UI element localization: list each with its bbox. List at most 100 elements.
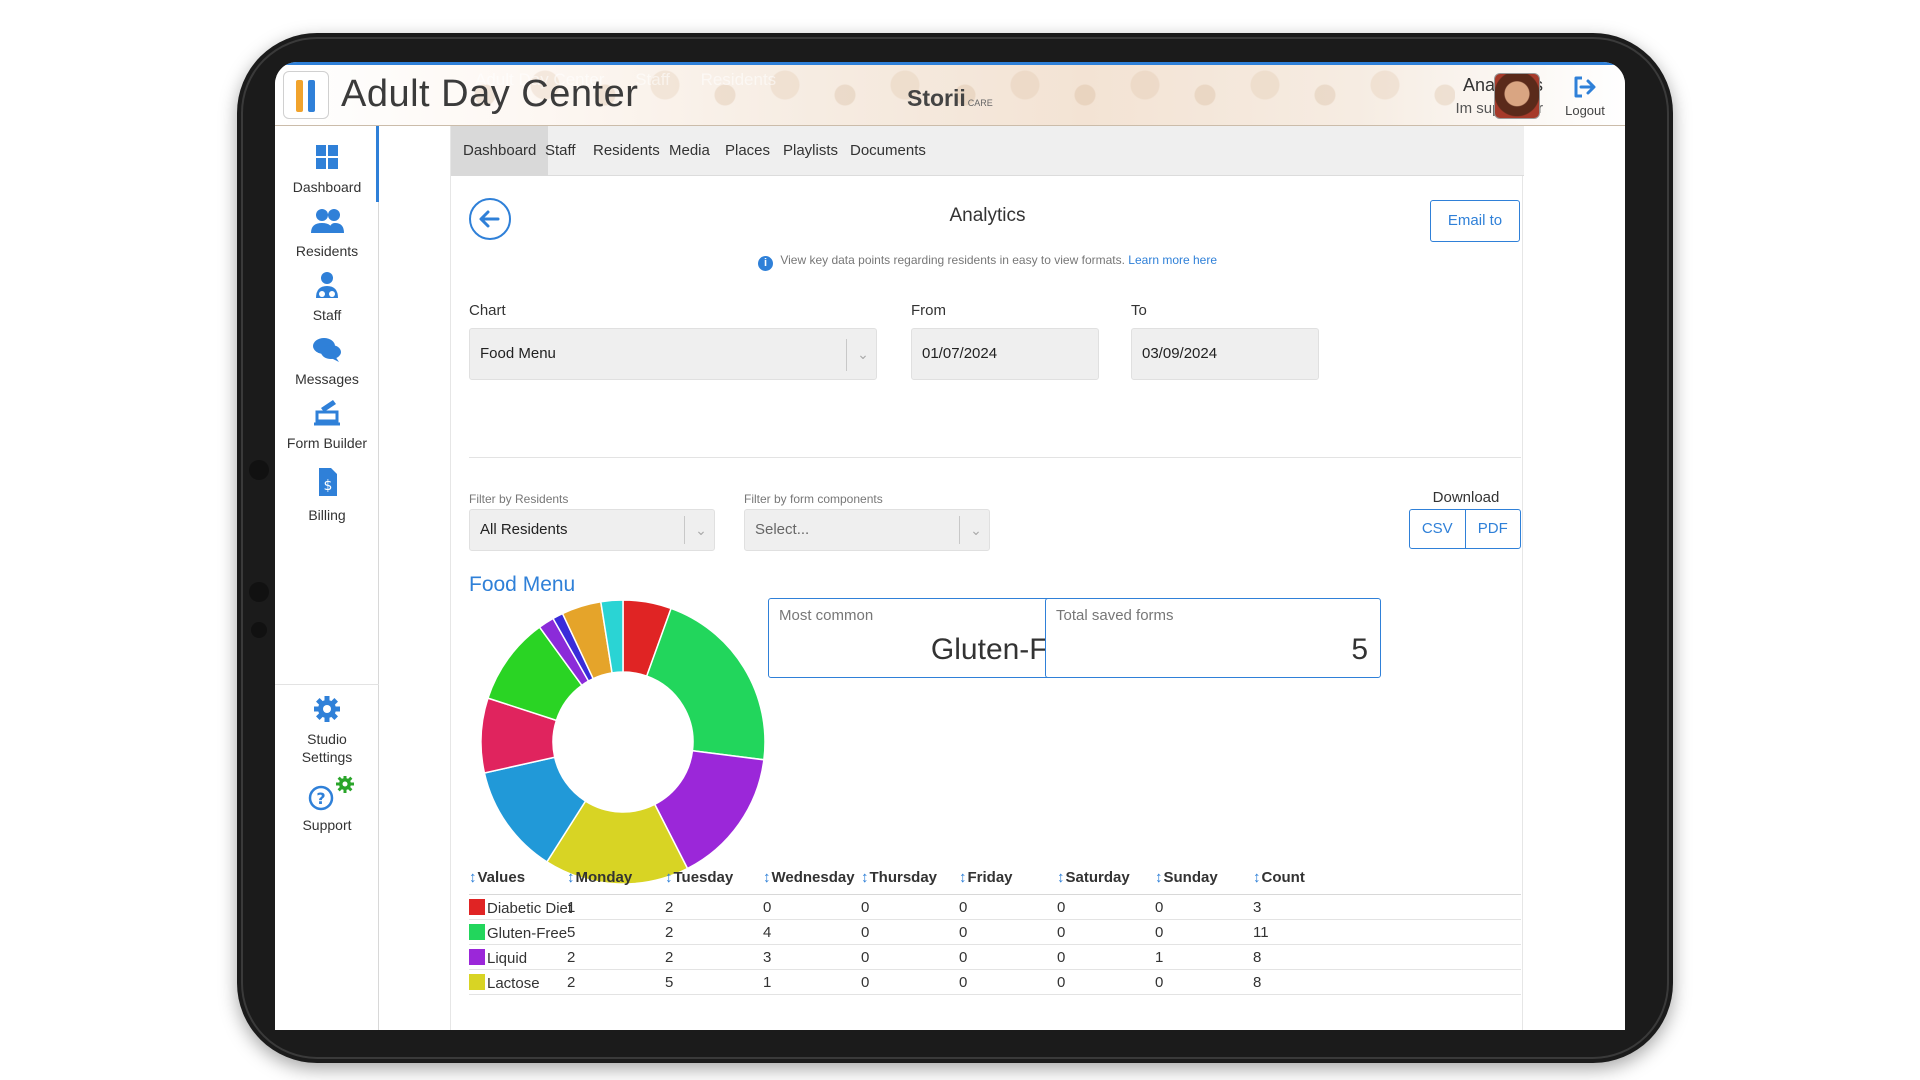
- table-cell: 8: [1253, 974, 1262, 991]
- column-header-label: Friday: [967, 869, 1013, 886]
- table-cell: 5: [665, 974, 674, 991]
- sidebar-item-form-builder[interactable]: Form Builder: [275, 398, 379, 454]
- chart-select[interactable]: Food Menu ⌄: [469, 328, 877, 380]
- to-date-field[interactable]: 03/09/2024: [1131, 328, 1319, 380]
- sidebar-item-label: Support: [302, 817, 352, 833]
- sidebar-item-label: Residents: [295, 243, 359, 259]
- row-label: Gluten-Free: [469, 924, 567, 942]
- tablet-button: [249, 460, 269, 480]
- table-header: ↕Values ↕Monday ↕Tuesday ↕Wednesday ↕Thursda…: [469, 865, 1521, 895]
- table-cell: 3: [763, 949, 772, 966]
- table-row: Diabetic Diet 1 2 0 0 0 0 0 3: [469, 895, 1521, 920]
- logout-button[interactable]: Logout: [1555, 71, 1615, 118]
- table-cell: 0: [1155, 974, 1164, 991]
- filter-residents-value: All Residents: [480, 521, 568, 538]
- logo-mark-blue: [308, 80, 315, 112]
- to-label: To: [1131, 302, 1147, 319]
- chevron-down-icon: ⌄: [970, 522, 982, 538]
- csv-button[interactable]: CSV: [1421, 520, 1453, 537]
- table-row: Liquid 2 2 3 0 0 0 1 8: [469, 945, 1521, 970]
- column-header-label: Count: [1261, 869, 1305, 886]
- gear-icon: [314, 696, 340, 722]
- sidebar-item-support[interactable]: ? Support: [275, 776, 379, 836]
- brand-name: Storii: [907, 85, 966, 111]
- filter-components-label: Filter by form components: [744, 492, 883, 506]
- table-cell: 2: [567, 949, 576, 966]
- column-header-label: Wednesday: [771, 869, 855, 886]
- sidebar-item-label: Settings: [301, 749, 353, 765]
- email-to-button[interactable]: Email to: [1430, 200, 1520, 242]
- app-logo[interactable]: [283, 71, 329, 119]
- pdf-button[interactable]: PDF: [1464, 510, 1521, 548]
- info-text: View key data points regarding residents…: [780, 253, 1125, 267]
- column-header[interactable]: ↕Wednesday: [763, 869, 855, 886]
- from-date-field[interactable]: 01/07/2024: [911, 328, 1099, 380]
- donut-slice: [599, 599, 624, 674]
- column-header-label: Values: [477, 869, 526, 886]
- sidebar-item-messages[interactable]: Messages: [275, 334, 379, 390]
- support-icon: ?: [308, 776, 354, 811]
- legend-swatch: [469, 899, 485, 915]
- column-header[interactable]: ↕Count: [1253, 869, 1305, 886]
- column-header[interactable]: ↕Monday: [567, 869, 632, 886]
- table-cell: 0: [1057, 899, 1066, 916]
- svg-text:?: ?: [316, 789, 325, 808]
- sidebar-item-studio-settings[interactable]: Studio Settings: [275, 694, 379, 768]
- svg-text:$: $: [324, 478, 333, 494]
- brand-logo: Storii CARE: [907, 85, 993, 112]
- row-label: Liquid: [469, 949, 527, 967]
- filter-components-select[interactable]: Select... ⌄: [744, 509, 990, 551]
- tab-bar: Dashboard Staff Residents Media Places P…: [451, 126, 1524, 176]
- tab-documents[interactable]: Documents: [850, 142, 926, 159]
- column-header[interactable]: ↕Sunday: [1155, 869, 1218, 886]
- table-cell: 0: [1057, 949, 1066, 966]
- sidebar-item-dashboard[interactable]: Dashboard: [275, 142, 379, 198]
- arrow-left-icon: [479, 210, 500, 228]
- table-cell: 3: [1253, 899, 1262, 916]
- table-cell: 0: [861, 949, 870, 966]
- sidebar-item-label: Dashboard: [292, 179, 362, 195]
- tab-playlists[interactable]: Playlists: [783, 142, 839, 159]
- column-header[interactable]: ↕Thursday: [861, 869, 937, 886]
- data-table: ↕Values ↕Monday ↕Tuesday ↕Wednesday ↕Thursda…: [469, 865, 1521, 995]
- total-saved-label: Total saved forms: [1056, 607, 1174, 624]
- column-header[interactable]: ↕Values: [469, 869, 525, 886]
- info-icon: i: [757, 256, 773, 271]
- table-cell: 1: [763, 974, 772, 991]
- sort-icon: ↕: [469, 869, 477, 886]
- column-header[interactable]: ↕Tuesday: [665, 869, 733, 886]
- column-header[interactable]: ↕Saturday: [1057, 869, 1130, 886]
- sort-icon: ↕: [665, 869, 673, 886]
- tablet-button: [251, 622, 267, 638]
- tab-media[interactable]: Media: [669, 142, 710, 159]
- ghost-nav-item: Residents: [700, 70, 777, 89]
- sidebar-item-staff[interactable]: Staff: [275, 270, 379, 326]
- back-button[interactable]: [469, 198, 511, 240]
- tablet-screen: Adult Day Center Staff Residents Adult D…: [275, 62, 1625, 1030]
- avatar[interactable]: [1494, 73, 1540, 119]
- legend-swatch: [469, 974, 485, 990]
- tab-places[interactable]: Places: [725, 142, 771, 159]
- tab-staff[interactable]: Staff: [545, 142, 576, 159]
- header-decoration: [455, 65, 1455, 126]
- sidebar-item-billing[interactable]: $ Billing: [275, 462, 379, 526]
- section-divider: [469, 457, 1521, 458]
- sidebar-item-label: Staff: [312, 307, 342, 323]
- table-cell: 2: [665, 949, 674, 966]
- learn-more-link[interactable]: Learn more here: [1128, 253, 1218, 267]
- filter-residents-select[interactable]: All Residents ⌄: [469, 509, 715, 551]
- sidebar-item-label: Messages: [295, 371, 359, 387]
- tab-dashboard[interactable]: Dashboard: [451, 126, 549, 176]
- sort-icon: ↕: [567, 869, 575, 886]
- select-separator: [684, 516, 685, 544]
- column-header[interactable]: ↕Friday: [959, 869, 1013, 886]
- sidebar-item-residents[interactable]: Residents: [275, 206, 379, 262]
- column-header-label: Saturday: [1065, 869, 1130, 886]
- download-label: Download: [1432, 489, 1500, 506]
- brand-subtitle: CARE: [967, 98, 993, 108]
- table-cell: 0: [959, 899, 968, 916]
- table-cell: 0: [763, 899, 772, 916]
- tab-residents[interactable]: Residents: [593, 142, 660, 159]
- app-title: Adult Day Center: [341, 73, 639, 115]
- table-row: Lactose 2 5 1 0 0 0 0 8: [469, 970, 1521, 995]
